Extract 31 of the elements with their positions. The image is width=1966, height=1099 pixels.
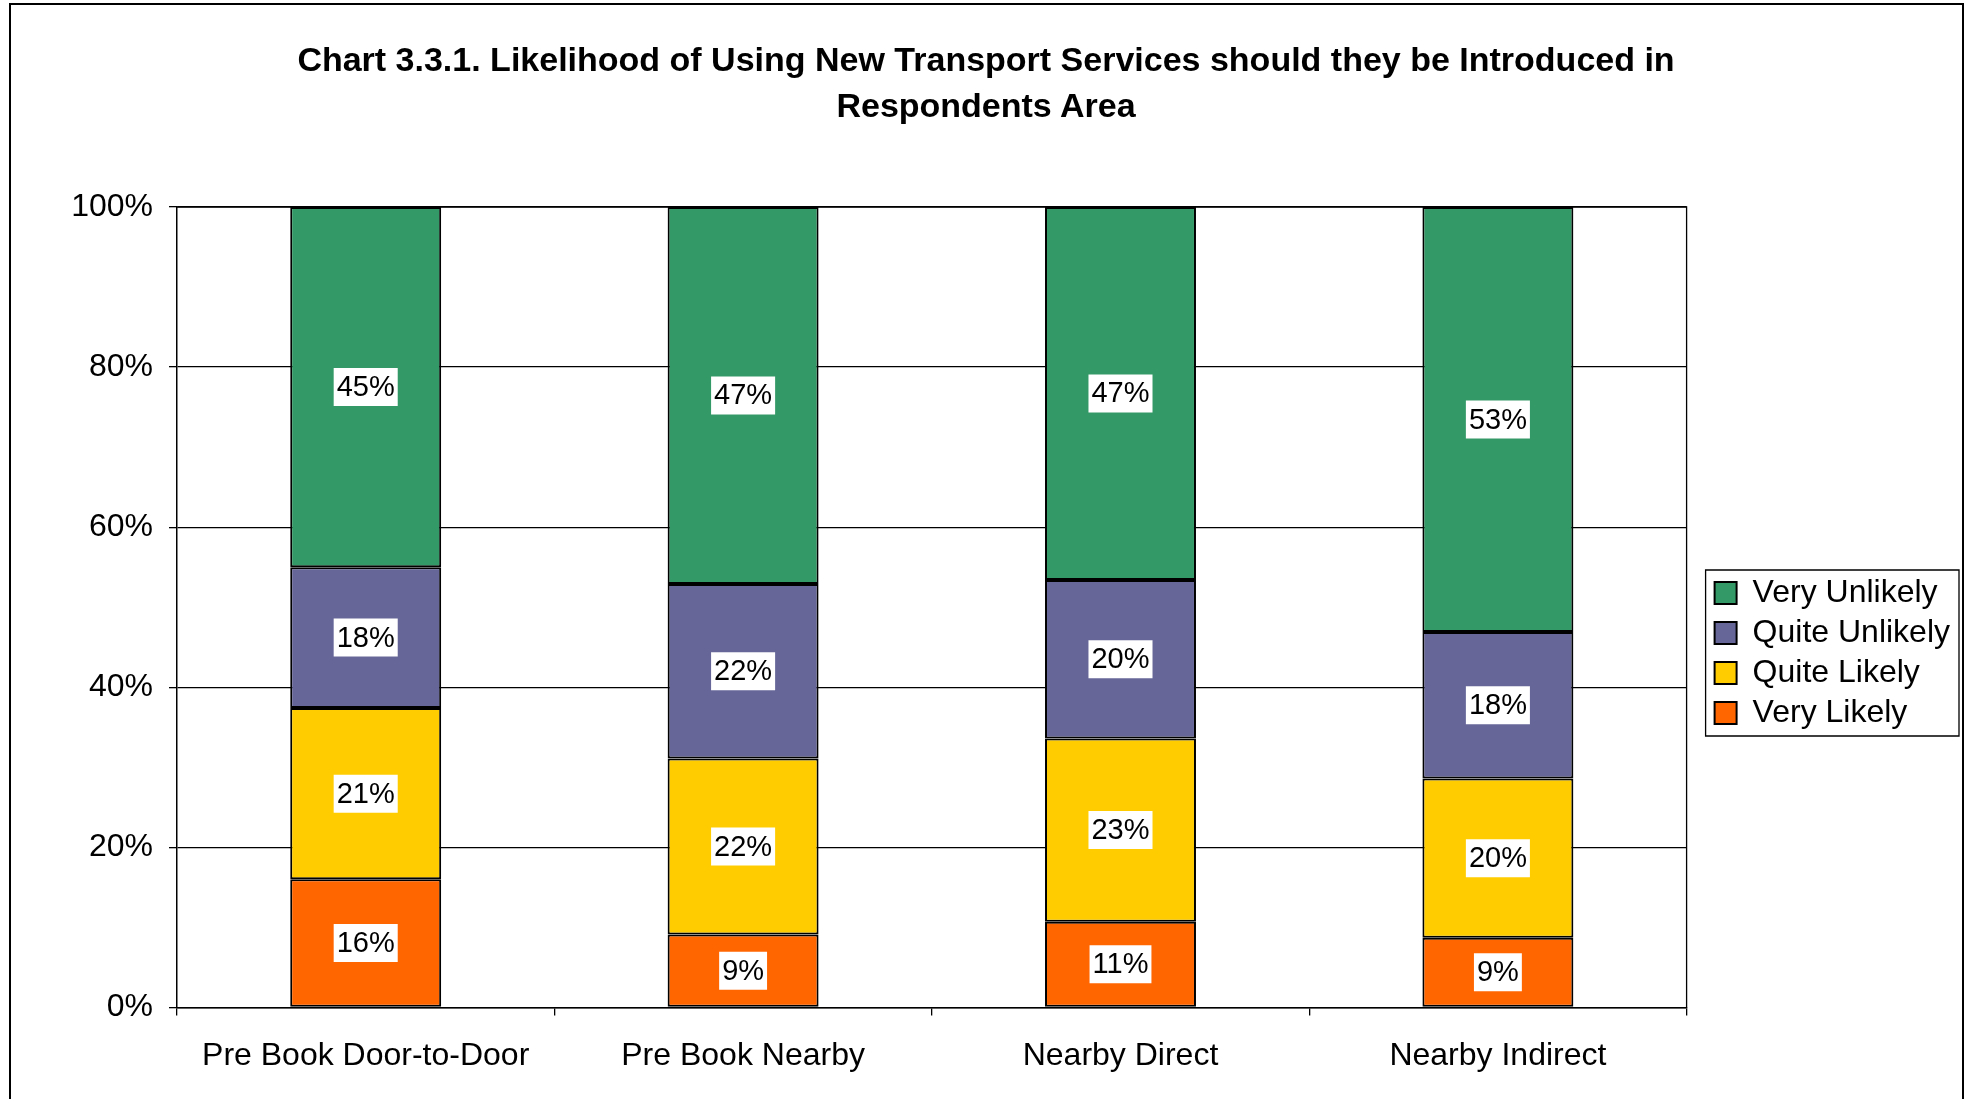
data-label: 21% (336, 776, 395, 809)
chart-title: Chart 3.3.1. Likelihood of Using New Transport Services should they be Introduced in Respondents Area (296, 39, 1676, 126)
y-tick-label: 60% (88, 506, 153, 543)
data-label: 47% (1091, 376, 1150, 409)
data-label: 9% (722, 953, 765, 986)
data-label: 23% (1091, 813, 1150, 846)
x-tick-label: Pre Book Door-to-Door (202, 1036, 530, 1073)
data-label: 9% (1476, 955, 1519, 988)
y-tick-label: 100% (71, 186, 153, 223)
y-tick-label: 20% (88, 827, 153, 864)
legend-label: Quite Likely (1752, 652, 1920, 689)
data-label: 53% (1468, 402, 1527, 435)
data-label: 18% (336, 620, 395, 653)
data-label: 22% (714, 654, 773, 687)
x-tick-label: Pre Book Nearby (621, 1036, 865, 1073)
y-tick-label: 0% (106, 987, 153, 1024)
y-tick-label: 40% (88, 667, 153, 704)
data-label: 18% (1468, 688, 1527, 721)
data-label: 11% (1092, 947, 1149, 980)
data-label: 20% (1091, 642, 1150, 675)
legend-label: Very Unlikely (1752, 572, 1938, 609)
x-tick-label: Nearby Direct (1022, 1036, 1219, 1073)
legend-label: Very Likely (1752, 692, 1908, 729)
legend-label: Quite Unlikely (1752, 612, 1950, 649)
data-label: 22% (714, 829, 773, 862)
data-label: 47% (714, 378, 773, 411)
data-label: 16% (336, 926, 395, 959)
data-label: 45% (336, 370, 395, 403)
x-tick-label: Nearby Indirect (1389, 1036, 1607, 1073)
data-label: 20% (1468, 841, 1527, 874)
y-tick-label: 80% (88, 346, 153, 383)
